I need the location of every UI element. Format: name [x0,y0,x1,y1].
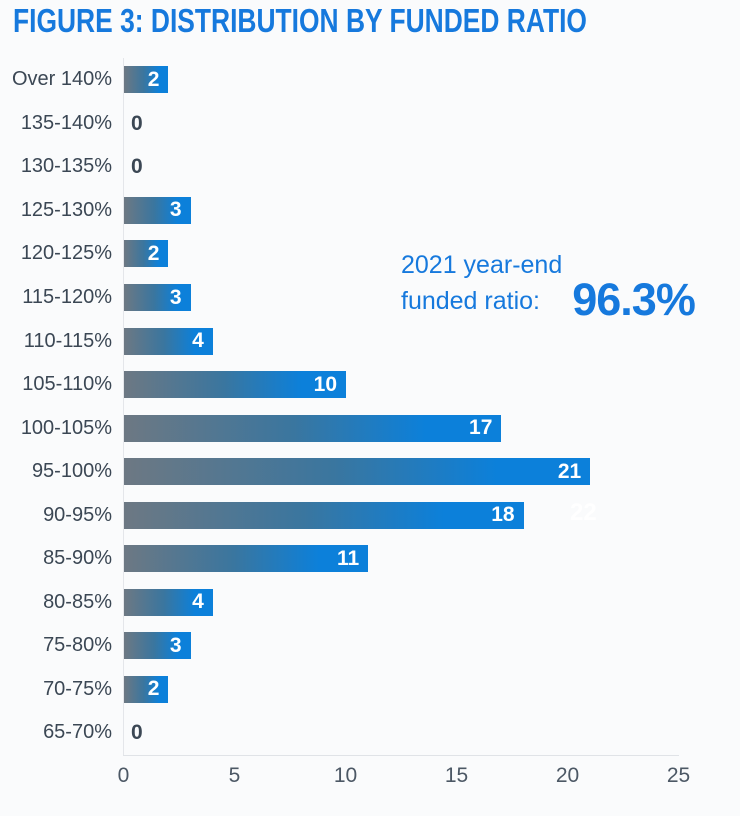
bar-row: 85-90% 11 [0,537,740,581]
bar-row: 125-130% 3 [0,189,740,233]
category-label: 95-100% [31,460,112,483]
category-label: 120-125% [20,242,112,265]
bar-track: 3 [124,284,740,311]
bar-row: 90-95% 18 [0,493,740,537]
bar-value-label: 3 [169,198,182,222]
category-label: Over 140% [11,68,112,91]
bar-row: 105-110% 10 [0,363,740,407]
category-label: 90-95% [43,503,112,526]
bar-track: 0 [124,110,740,137]
category-label: 135-140% [20,111,112,134]
category-label: 70-75% [43,677,112,700]
bar-row: 135-140% 0 [0,102,740,146]
bar-track: 3 [124,196,740,224]
bar-row: 115-120% 3 [0,276,740,320]
category-label: 125-130% [20,198,112,221]
category-label: 130-135% [20,155,112,178]
category-label: 85-90% [43,547,112,570]
bar-track: 0 [124,153,740,180]
bar-track: 18 [124,501,740,529]
bar: 2 [124,240,169,268]
bar-row: 120-125% 2 [0,232,740,276]
bar-row: 130-135% 0 [0,145,740,189]
x-tick-label: 25 [666,764,691,787]
category-label: 115-120% [22,286,112,308]
bar-value-label: 0 [131,155,143,179]
bar-track: 3 [124,632,740,660]
bar-track: 17 [124,414,740,442]
bar-track: 10 [124,371,740,399]
bar-row: 95-100% 21 [0,450,740,494]
x-tick-label: 0 [117,764,130,787]
category-label: 65-70% [43,721,112,744]
bar: 3 [124,196,191,224]
category-label: 100-105% [20,416,112,439]
bar: 2 [124,675,169,703]
bar: 11 [124,545,369,573]
bar-value-label: 3 [169,633,182,657]
bar-rows: Over 140% 2 135-140% 0 130-135% 0 125-130% 3 120… [0,58,740,755]
bar-row: 100-105% 17 [0,406,740,450]
bar: 2 [124,66,169,94]
bar: 3 [124,284,191,311]
category-label: 75-80% [43,634,112,657]
bar-row: 65-70% 0 [0,711,740,755]
bar-row: 70-75% 2 [0,668,740,712]
category-label: 110-115% [23,329,112,352]
ghost-value-label: 22 [570,499,597,526]
bar-track: 2 [124,240,740,268]
category-label: 80-85% [43,590,112,613]
bar: 10 [124,371,346,399]
bar-value-label: 0 [131,111,143,135]
bar-row: 80-85% 4 [0,581,740,625]
bar-track: 21 [124,458,740,486]
bar-track: 11 [124,545,740,573]
x-tick-label: 20 [555,764,580,787]
x-axis-line [123,755,679,756]
x-axis-ticks: 0 5 10 15 20 25 [0,764,740,790]
bar-track: 4 [124,327,740,355]
bar-row: Over 140% 2 [0,58,740,102]
x-tick-label: 10 [333,764,358,787]
bar-value-label: 4 [192,329,204,353]
bar-value-label: 2 [147,677,160,701]
bar-value-label: 3 [169,285,182,309]
annotation-line1: 2021 year-end [401,251,563,279]
bar-value-label: 2 [147,241,160,265]
bar: 18 [124,501,524,529]
bar: 4 [124,588,213,616]
bar-value-label: 4 [192,590,204,614]
figure-title: FIGURE 3: DISTRIBUTION BY FUNDED RATIO [13,2,587,39]
annotation-value: 96.3% [572,274,696,325]
x-tick-label: 15 [444,764,469,787]
bar-value-label: 0 [131,721,143,745]
bar-track: 0 [124,719,740,746]
bar: 4 [124,327,213,355]
annotation-text: 2021 year-end funded ratio: [401,247,562,319]
bar-track: 2 [124,66,740,94]
bar-track: 2 [124,675,740,703]
bar-value-label: 2 [147,67,160,91]
bar-value-label: 21 [557,459,582,483]
bar: 17 [124,414,502,442]
annotation-line2: funded ratio: [401,287,540,315]
annotation: 2021 year-end funded ratio: 96.3% [401,247,696,325]
bar-value-label: 17 [469,416,493,440]
bar-row: 75-80% 3 [0,624,740,668]
bar-track: 4 [124,588,740,616]
category-label: 105-110% [22,373,112,396]
bar-value-label: 18 [491,503,515,527]
bar-value-label: 10 [313,372,337,396]
y-axis-line [123,58,124,755]
x-tick-label: 5 [228,764,241,787]
bar-row: 110-115% 4 [0,319,740,363]
bar: 3 [124,632,191,660]
bar-value-label: 11 [336,546,360,570]
bar: 21 [124,458,591,486]
